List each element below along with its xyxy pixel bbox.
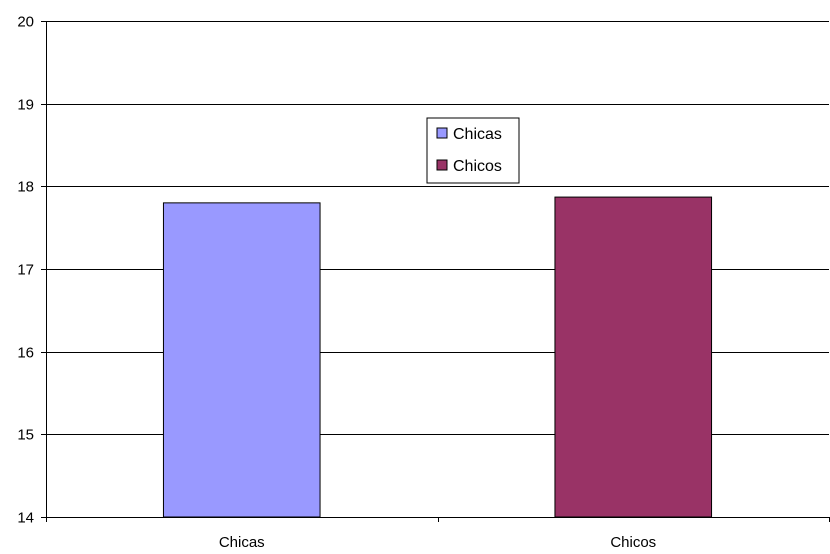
y-tick-label: 19: [17, 97, 34, 114]
y-tick-label: 16: [17, 345, 34, 362]
legend-label-chicos: Chicos: [453, 158, 502, 175]
axis-labels: 14 15 16 17 18 19 20 Chicas Chicos: [17, 14, 656, 552]
y-tick-label: 17: [17, 262, 34, 279]
y-tick-label: 18: [17, 179, 34, 196]
legend: Chicas Chicos: [426, 117, 520, 184]
legend-label-chicas: Chicas: [453, 126, 502, 143]
x-tick-label: Chicas: [219, 534, 265, 551]
legend-swatch-chicos: [436, 159, 448, 171]
bar-chicos: [554, 196, 713, 518]
bar-chicas: [162, 202, 321, 518]
legend-swatch-chicas: [436, 127, 448, 139]
y-tick-label: 20: [17, 14, 34, 31]
bars: [162, 196, 713, 518]
y-tick-label: 15: [17, 427, 34, 444]
x-tick-label: Chicos: [610, 534, 656, 551]
y-tick-label: 14: [17, 510, 34, 527]
